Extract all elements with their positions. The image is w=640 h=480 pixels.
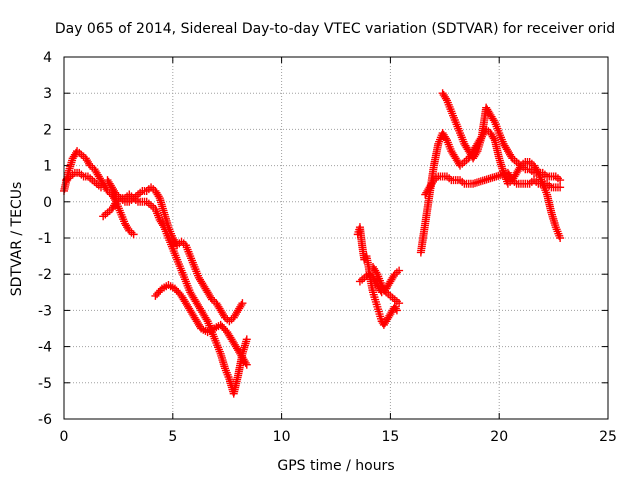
data-point (238, 299, 247, 308)
data-point-fill (154, 192, 163, 201)
y-axis-label: SDTVAR / TECUs (9, 182, 25, 297)
x-tick-label: 5 (168, 429, 177, 445)
data-point-fill (489, 116, 498, 125)
y-tick-label: -6 (38, 412, 52, 428)
data-point (242, 360, 251, 369)
data-point-fill (489, 134, 498, 143)
data-series-arc11 (421, 168, 565, 199)
y-tick-label: 2 (43, 122, 52, 138)
x-tick-label: 0 (60, 429, 69, 445)
data-series-arc2 (62, 168, 105, 192)
data-point-fill (237, 300, 246, 309)
y-tick-label: -5 (38, 376, 52, 392)
plot-frame (63, 56, 609, 420)
y-tick-label: -1 (38, 231, 52, 247)
data-point (556, 183, 565, 192)
data-series-arc5 (151, 281, 251, 369)
data-point-fill (391, 304, 400, 313)
data-point (556, 176, 565, 185)
data-point (395, 299, 404, 308)
x-tick-label: 10 (273, 429, 291, 445)
y-tick-label: -3 (38, 303, 52, 319)
y-tick-label: 0 (43, 195, 52, 211)
y-tick-label: 4 (43, 50, 52, 66)
data-series-arc8 (368, 262, 404, 308)
data-point-fill (441, 94, 450, 103)
y-tick-label: -2 (38, 267, 52, 283)
axis-ticks: 0 5 10 15 20 25 -6 -5 -4 -3 -2 -1 0 1 2 3 4 (38, 50, 617, 445)
data-point (242, 335, 251, 344)
data-point (392, 306, 401, 315)
data-point-fill (441, 134, 450, 143)
data-point (129, 230, 138, 239)
grid (64, 57, 608, 419)
data-series-arc4 (103, 176, 247, 326)
data-series-arc10 (438, 89, 565, 185)
data-point (96, 183, 105, 192)
data-point-fill (472, 148, 481, 157)
data-point-fill (241, 358, 250, 367)
x-tick-label: 20 (490, 429, 508, 445)
x-tick-label: 25 (599, 429, 617, 445)
y-tick-label: 1 (43, 159, 52, 175)
y-tick-label: -4 (38, 340, 52, 356)
y-tick-label: 3 (43, 86, 52, 102)
plot-area (60, 89, 565, 398)
data-point (556, 234, 565, 242)
x-axis-label: GPS time / hours (277, 458, 394, 474)
chart-title: Day 065 of 2014, Sidereal Day-to-day VTE… (55, 21, 615, 37)
x-tick-label: 15 (381, 429, 399, 445)
data-series-arc9 (416, 125, 565, 257)
data-point-fill (372, 268, 381, 277)
data-point-fill (202, 315, 211, 324)
data-series-arc1 (60, 147, 138, 239)
data-point (395, 266, 404, 275)
